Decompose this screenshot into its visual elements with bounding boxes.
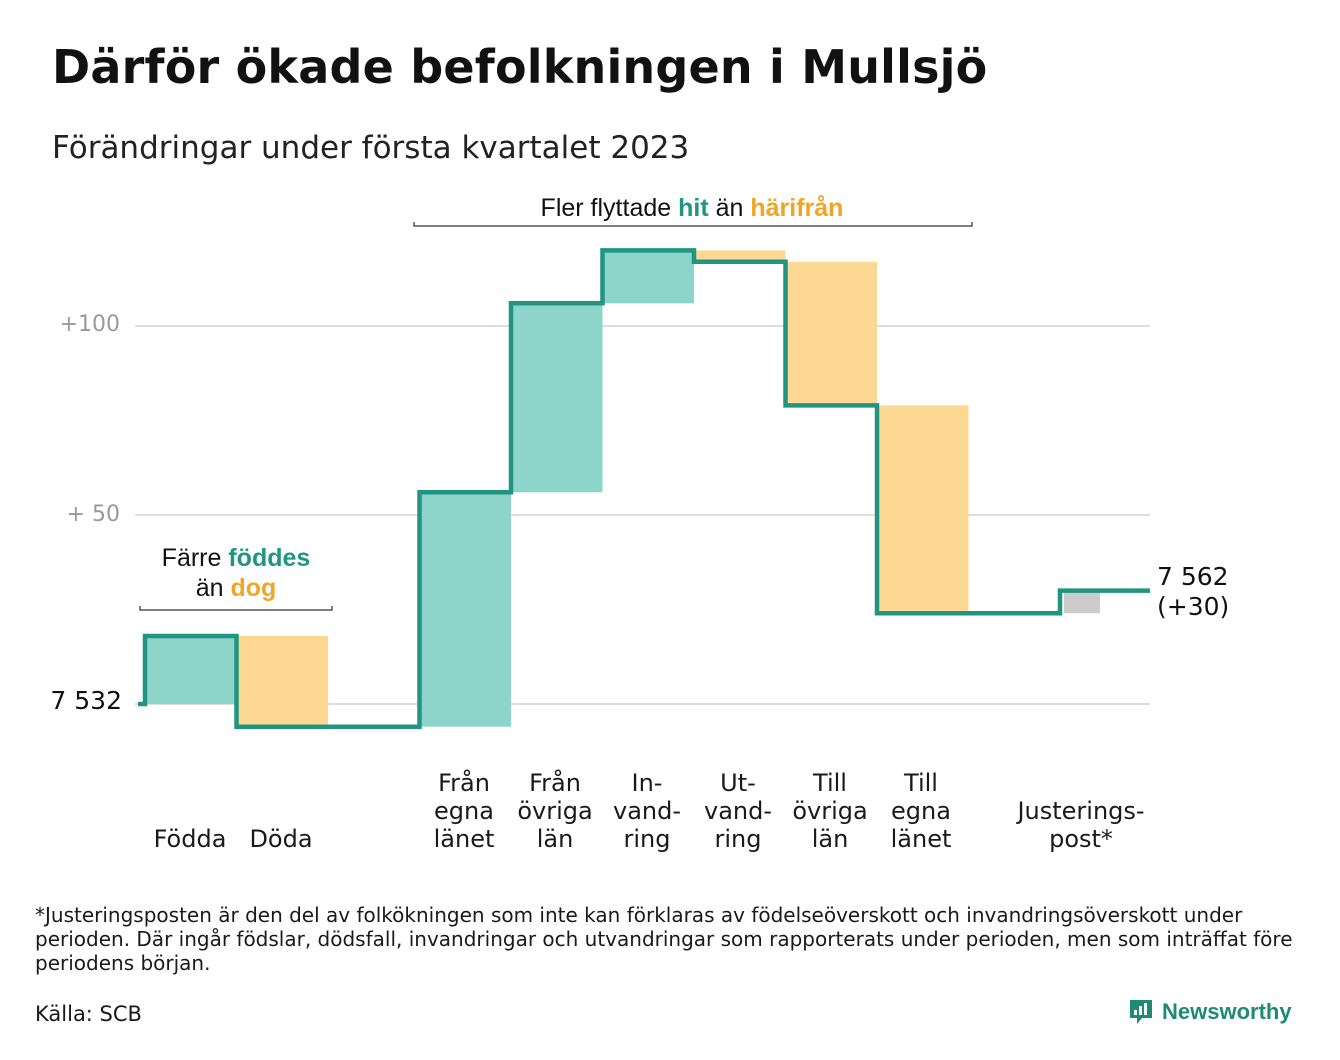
waterfall-chart: +100 + 50 7 532 7 562 (+30) Fler flyttad… (50, 194, 1229, 729)
step-line-layer (138, 248, 1150, 729)
category-label-line: länet (433, 825, 495, 853)
bar-från-övriga-län (511, 303, 603, 493)
migration-annotation-mid: än (709, 194, 751, 222)
bar-utvandring (694, 250, 786, 262)
bar-till-egna-länet (877, 405, 969, 614)
category-label-line: Från (438, 769, 490, 797)
category-label-line: Döda (249, 825, 313, 853)
bar-döda (236, 635, 328, 727)
category-label-utvandring: Ut- vand- ring (683, 769, 793, 853)
migration-bracket (413, 222, 973, 227)
category-label-line: Ut- (720, 769, 756, 797)
chart-subtitle: Förändringar under första kvartalet 2023 (52, 130, 690, 166)
natural-annotation-line2: än dog (196, 574, 277, 602)
category-label-fran-egna-lanet: Från egna länet (409, 769, 519, 853)
start-value-label: 7 532 (50, 686, 122, 715)
category-label-fodda: Födda (135, 825, 245, 853)
migration-annotation: Fler flyttade hit än härifrån (541, 194, 844, 222)
end-value-label: 7 562 (1157, 562, 1229, 591)
y-tick-label-100: +100 (60, 312, 120, 337)
category-label-line: vand- (612, 797, 681, 825)
source-credit: Källa: SCB (35, 1002, 142, 1026)
category-label-doda: Döda (226, 825, 336, 853)
natural-bracket (139, 606, 333, 611)
category-label-line: vand- (703, 797, 772, 825)
y-tick-label-50: + 50 (67, 502, 120, 527)
category-label-line: In- (631, 769, 663, 797)
category-label-line: egna (434, 797, 494, 825)
category-label-line: ring (714, 825, 762, 853)
natural-annotation-line2-pre: än (196, 574, 231, 602)
migration-annotation-pre: Fler flyttade (541, 194, 679, 222)
brand-name: Newsworthy (1162, 999, 1292, 1024)
category-label-line: Till (813, 769, 847, 797)
natural-annotation-died: dog (230, 574, 276, 602)
category-label-line: länet (890, 825, 952, 853)
category-label-line: Justerings- (1017, 797, 1145, 825)
migration-annotation-away: härifrån (750, 194, 843, 222)
category-label-line: län (536, 825, 574, 853)
category-label-line: övriga (517, 797, 593, 825)
migration-annotation-hit: hit (678, 194, 709, 222)
bar-justeringspost- (1064, 590, 1100, 614)
category-label-line: Födda (153, 825, 227, 853)
bar-från-egna-länet (419, 492, 511, 727)
natural-annotation-line1: Färre föddes (162, 544, 311, 572)
category-label-line: post* (1049, 825, 1113, 853)
bars (145, 250, 1100, 727)
bar-invandring (602, 250, 694, 304)
category-label-line: ring (623, 825, 671, 853)
category-label-fran-ovriga-lan: Från övriga län (500, 769, 610, 853)
category-label-line: län (811, 825, 849, 853)
bar-födda (145, 635, 237, 704)
category-label-invandring: In- vand- ring (592, 769, 702, 853)
category-label-justeringspost: Justerings- post* (1011, 797, 1151, 853)
brand-logo: Newsworthy (1128, 998, 1292, 1026)
footnote: *Justeringsposten är den del av folkökni… (35, 903, 1293, 975)
bar-till-övriga-län (785, 261, 877, 406)
category-label-line: Från (529, 769, 581, 797)
category-label-line: egna (891, 797, 951, 825)
chart-title: Därför ökade befolkningen i Mullsjö (52, 40, 988, 94)
category-label-till-egna-lanet: Till egna länet (866, 769, 976, 853)
newsworthy-logo-icon (1130, 1000, 1152, 1024)
category-label-line: Till (904, 769, 938, 797)
population-step-line (138, 248, 1150, 729)
natural-annotation-born: föddes (228, 544, 310, 572)
category-label-till-ovriga-lan: Till övriga län (775, 769, 885, 853)
category-label-line: övriga (792, 797, 868, 825)
natural-annotation-pre: Färre (162, 544, 229, 572)
end-change-label: (+30) (1157, 592, 1229, 621)
